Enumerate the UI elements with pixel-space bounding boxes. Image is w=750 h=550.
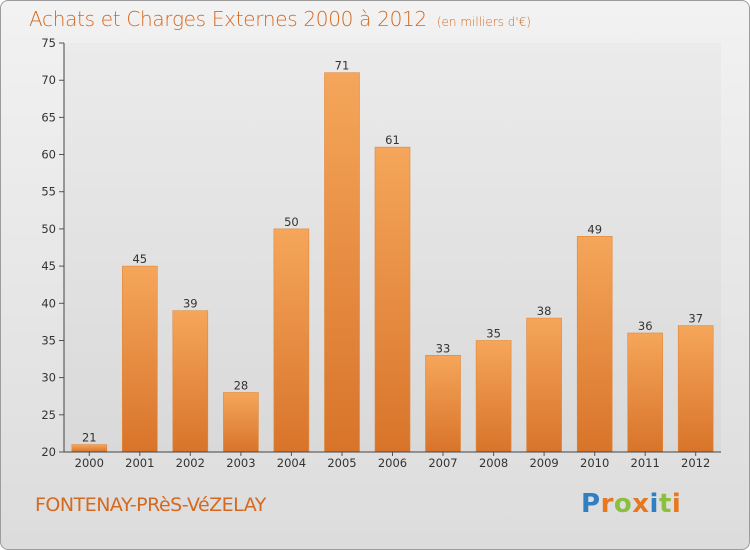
y-tick-label-35: 35 [41, 334, 56, 348]
bar-2003 [223, 392, 259, 453]
data-label-2006: 61 [385, 133, 400, 147]
y-tick-label-55: 55 [41, 185, 56, 199]
x-tick-label-2009: 2009 [529, 456, 558, 470]
brand-logo-letter: i [649, 489, 659, 519]
bar-2012 [677, 325, 714, 453]
bar-2000 [71, 444, 108, 453]
bar-2002 [172, 310, 209, 453]
y-tick-label-20: 20 [41, 445, 56, 459]
data-label-2000: 21 [82, 431, 97, 445]
x-tick-label-2001: 2001 [125, 456, 154, 470]
y-tick-label-65: 65 [41, 110, 56, 124]
data-label-2002: 39 [183, 297, 198, 311]
brand-logo-letter: x [632, 489, 650, 519]
y-tick-label-45: 45 [41, 259, 56, 273]
x-tick-label-2002: 2002 [176, 456, 205, 470]
x-tick-label-2010: 2010 [580, 456, 609, 470]
data-label-2011: 36 [638, 319, 653, 333]
data-label-2012: 37 [688, 312, 703, 326]
data-label-2004: 50 [284, 215, 299, 229]
bar-2009 [526, 317, 562, 453]
data-label-2010: 49 [587, 222, 602, 236]
bar-2005 [324, 72, 360, 453]
x-tick-label-2000: 2000 [75, 456, 104, 470]
bar-2010 [576, 236, 613, 453]
x-tick-label-2003: 2003 [226, 456, 255, 470]
y-tick-label-75: 75 [41, 36, 56, 50]
brand-logo: Proxiti [581, 489, 681, 519]
chart-title: Achats et Charges Externes 2000 à 2012 (e… [29, 7, 531, 31]
data-label-2007: 33 [436, 341, 451, 355]
x-tick-label-2008: 2008 [479, 456, 508, 470]
y-tick-label-70: 70 [41, 73, 56, 87]
brand-logo-letter: r [600, 489, 614, 519]
data-label-2008: 35 [486, 327, 501, 341]
data-label-2009: 38 [537, 304, 552, 318]
y-tick-label-40: 40 [41, 296, 56, 310]
brand-logo-letter: i [671, 489, 682, 519]
bar-2001 [122, 265, 158, 453]
bar-2007 [425, 354, 461, 453]
y-tick-label-25: 25 [41, 408, 56, 422]
brand-logo-letter: t [658, 489, 672, 519]
bars-layer: 21 45 39 28 50 71 61 33 35 38 49 36 37 [71, 59, 714, 453]
bar-2008 [475, 340, 512, 453]
data-label-2005: 71 [335, 59, 350, 73]
x-tick-label-2011: 2011 [631, 456, 660, 470]
data-label-2003: 28 [234, 379, 249, 393]
chart-unit-label: (en milliers d'€) [436, 15, 531, 29]
y-tick-label-30: 30 [41, 371, 56, 385]
x-tick-label-2006: 2006 [378, 456, 407, 470]
x-tick-label-2005: 2005 [327, 456, 356, 470]
bar-2004 [273, 228, 310, 453]
location-label: FONTENAY-PRèS-VéZELAY [35, 494, 266, 516]
axes-layer: 2000 2001 2002 2003 2004 2005 2006 2007 2008 2009… [41, 36, 721, 470]
chart-title-text: Achats et Charges Externes 2000 à 2012 [29, 7, 427, 31]
x-tick-label-2007: 2007 [428, 456, 457, 470]
y-tick-label-50: 50 [41, 222, 56, 236]
brand-logo-letter: o [613, 489, 633, 519]
brand-logo-letter: P [581, 489, 601, 519]
data-label-2001: 45 [132, 252, 147, 266]
bar-2006 [374, 146, 411, 453]
x-tick-label-2004: 2004 [277, 456, 306, 470]
y-tick-label-60: 60 [41, 148, 56, 162]
x-tick-label-2012: 2012 [681, 456, 710, 470]
bar-2011 [627, 332, 664, 453]
